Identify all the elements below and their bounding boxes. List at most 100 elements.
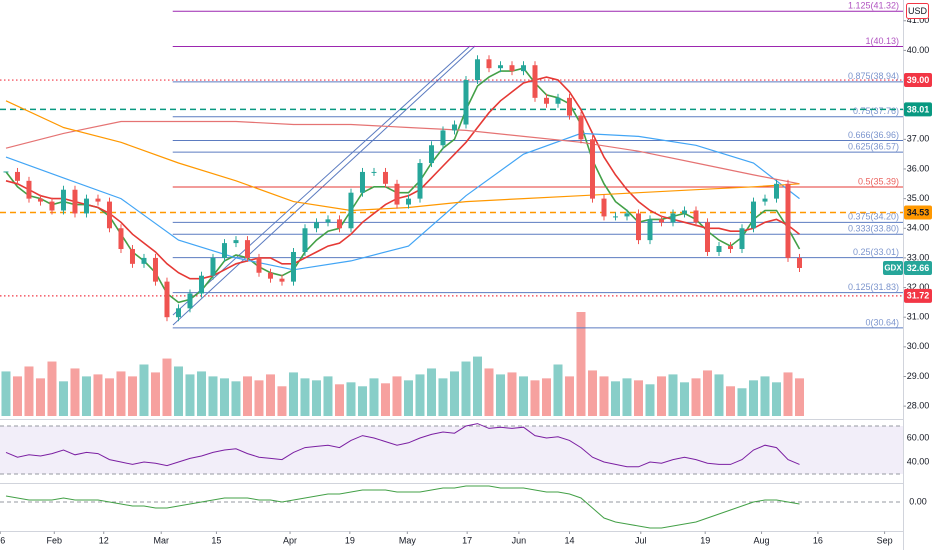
x-tick-label: Feb (47, 535, 63, 545)
volume-bar (70, 368, 80, 416)
candle (72, 189, 78, 214)
y-tick-label: 37.00 (907, 134, 930, 144)
candle (233, 240, 239, 244)
candle (164, 281, 170, 318)
volume-bar (403, 380, 413, 416)
candle (37, 198, 43, 202)
candle (118, 228, 124, 250)
candle (198, 275, 204, 294)
candle (152, 257, 158, 282)
x-tick-label: Jul (635, 535, 647, 545)
price-tag (904, 102, 932, 117)
volume-bar (530, 380, 540, 416)
volume-bar (415, 374, 425, 416)
fib-label: 0.25(33.01) (853, 247, 899, 257)
y-tick-label: 29.00 (907, 371, 930, 381)
volume-bar (760, 376, 770, 416)
volume-bar (553, 364, 563, 416)
volume-bar (242, 376, 252, 416)
fib-label: 0.5(35.39) (858, 176, 899, 186)
volume-bar (139, 364, 149, 416)
rsi-line (5, 423, 800, 468)
volume-bar (104, 378, 114, 416)
volume-bar (461, 361, 471, 416)
price-tag (904, 73, 932, 88)
fib-label: 1(40.13) (865, 36, 899, 46)
volume-bar (47, 361, 57, 416)
volume-bar (150, 372, 160, 416)
candle (578, 115, 584, 140)
candle (302, 228, 308, 252)
volume-bar (357, 386, 367, 416)
symbol-tag (883, 260, 903, 275)
rsi-band (0, 425, 903, 474)
candle (256, 257, 262, 273)
fib-label: 0(30.64) (865, 317, 899, 327)
volume-bar (645, 384, 655, 416)
candle (290, 251, 296, 282)
volume-bar (771, 382, 781, 416)
volume-bar (472, 356, 482, 416)
x-tick-label: 19 (700, 535, 710, 545)
candle (428, 145, 434, 164)
candle (60, 189, 66, 211)
fib-label: 0.875(38.94) (848, 71, 899, 81)
candle (175, 308, 181, 318)
volume-bar (426, 368, 436, 416)
volume-bar (633, 380, 643, 416)
y-tick-label: 30.00 (907, 341, 930, 351)
volume-bar (656, 376, 666, 416)
candle (451, 124, 457, 131)
candle (221, 243, 227, 258)
candle (670, 213, 676, 223)
candle (704, 222, 710, 252)
candle (313, 222, 319, 229)
x-tick-label: Sep (877, 535, 893, 545)
candle (325, 219, 331, 223)
candle (474, 59, 480, 81)
moving-average (5, 120, 800, 185)
volume-bar (208, 376, 218, 416)
candle (647, 219, 653, 241)
osc-line (5, 485, 800, 529)
y-tick-label: 31.00 (907, 312, 930, 322)
candle (187, 293, 193, 309)
candle (83, 198, 89, 214)
volume-bar (127, 376, 137, 416)
candle (589, 139, 595, 199)
candle (773, 183, 779, 199)
y-tick-label: 41.00 (907, 15, 930, 25)
volume-bar (12, 376, 22, 416)
candle (463, 80, 469, 125)
volume-bar (1, 371, 11, 416)
y-tick-label: 36.00 (907, 163, 930, 173)
x-tick-label: Mar (153, 535, 169, 545)
candle (693, 210, 699, 223)
fib-label: 0.666(36.96) (848, 130, 899, 140)
volume-bar (185, 374, 195, 416)
volume-bar (81, 376, 91, 416)
candle (279, 278, 285, 282)
candle (244, 240, 250, 258)
fib-label: 0.375(34.20) (848, 212, 899, 222)
candle (750, 201, 756, 229)
volume-bar (587, 370, 597, 416)
candle (612, 216, 618, 218)
volume-bar (311, 380, 321, 416)
candle (624, 213, 630, 217)
candle (95, 198, 101, 202)
candle (762, 198, 768, 202)
candle (658, 219, 664, 223)
price-tag-label: 34.53 (907, 207, 930, 217)
x-tick-label: Jun (512, 535, 527, 545)
candle (532, 65, 538, 98)
moving-average (5, 76, 800, 280)
x-tick-label: 16 (813, 535, 823, 545)
candle (566, 97, 572, 116)
x-tick-label: May (399, 535, 417, 545)
volume-bar (714, 374, 724, 416)
volume-bar (610, 381, 620, 416)
candle (497, 65, 503, 69)
